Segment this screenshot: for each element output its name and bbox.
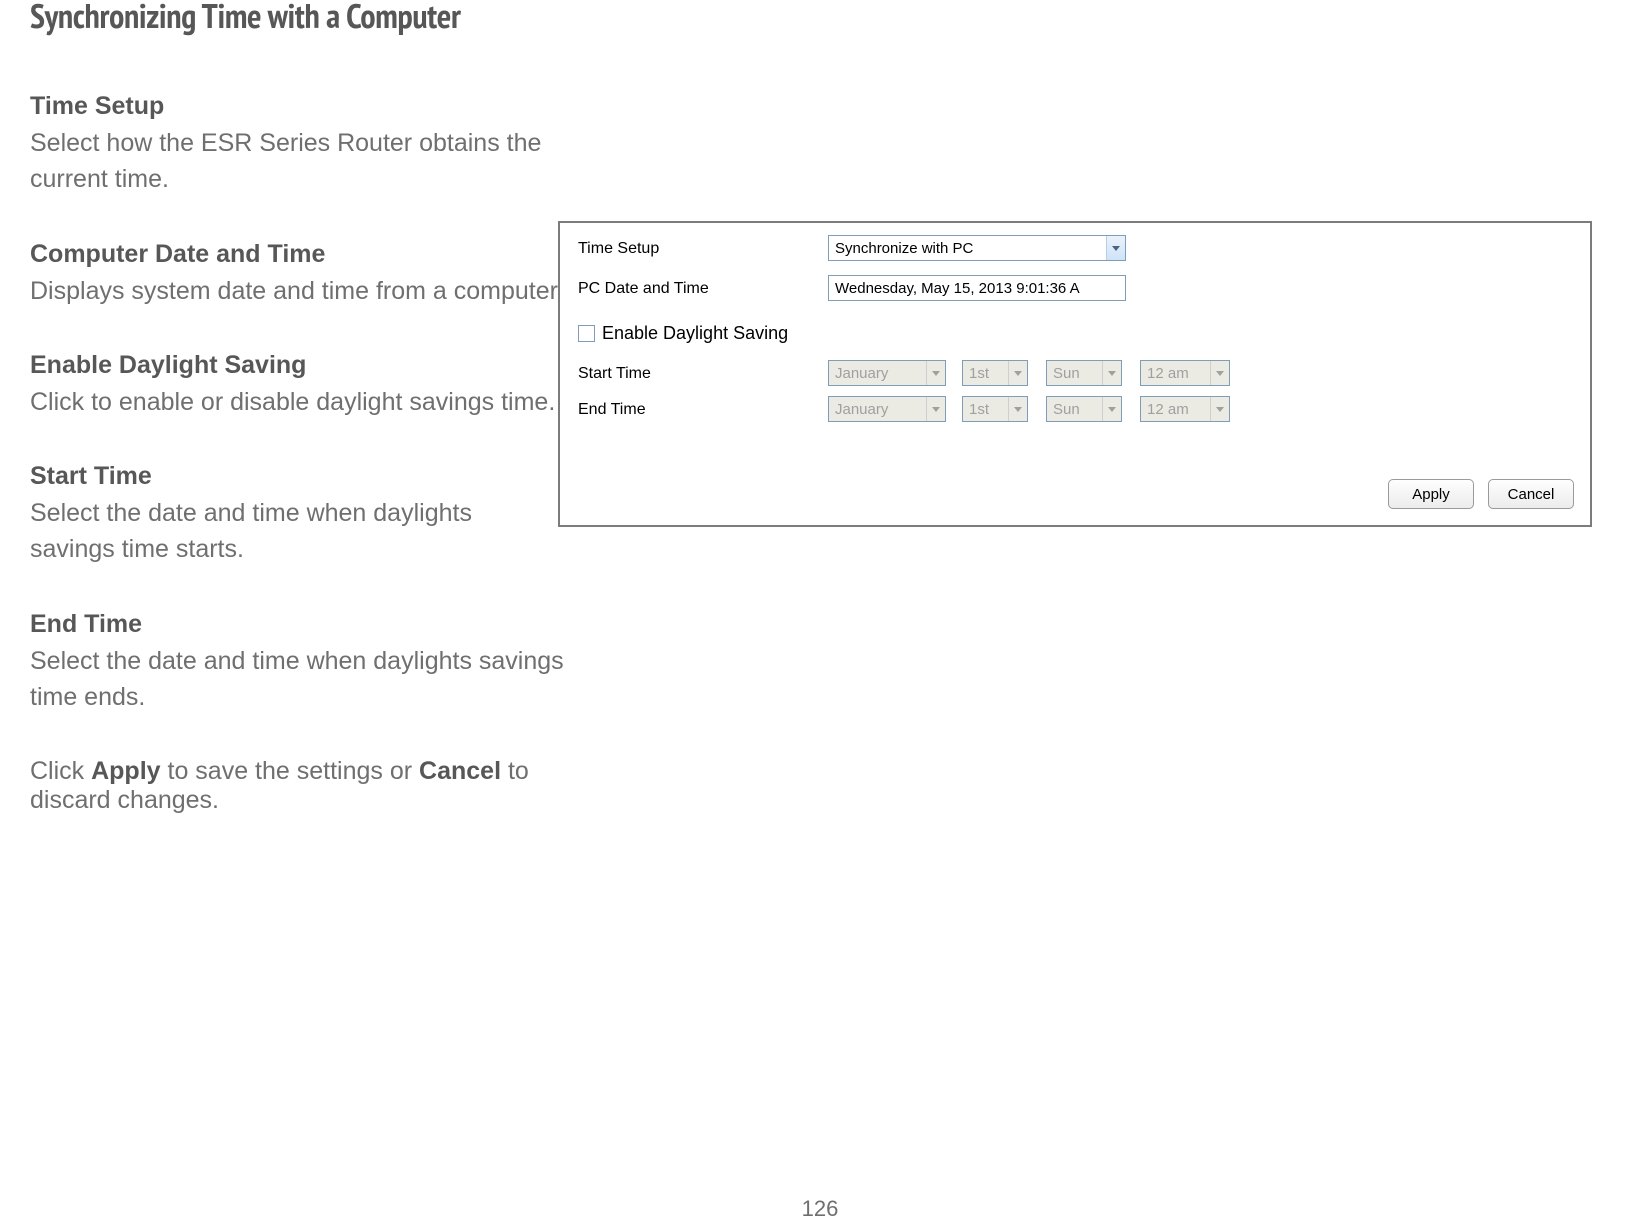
time-setup-select[interactable]: Synchronize with PC [828,235,1126,261]
page-title: Synchronizing Time with a Computer [30,0,1610,38]
section-body-end-time: Select the date and time when daylights … [30,643,580,716]
footer-apply-word: Apply [91,757,160,785]
chevron-down-icon [1210,361,1229,385]
section-body-enable-ds: Click to enable or disable daylight savi… [30,384,580,420]
footer-instruction: Click Apply to save the settings or Canc… [30,757,580,815]
footer-cancel-word: Cancel [419,757,501,785]
start-hour-value: 12 am [1141,365,1210,382]
footer-pre: Click [30,757,91,785]
pc-date-time-field[interactable]: Wednesday, May 15, 2013 9:01:36 A [828,275,1126,301]
end-week-value: 1st [963,401,1008,418]
time-settings-panel: Time Setup Synchronize with PC PC Date a… [558,221,1592,527]
section-body-time-setup: Select how the ESR Series Router obtains… [30,125,580,198]
chevron-down-icon [926,361,945,385]
label-pc-date-time: PC Date and Time [578,280,709,298]
end-month-select[interactable]: January [828,396,946,422]
label-time-setup: Time Setup [578,240,659,258]
start-hour-select[interactable]: 12 am [1140,360,1230,386]
cancel-button[interactable]: Cancel [1488,479,1574,509]
section-title-time-setup: Time Setup [30,92,580,121]
start-day-value: Sun [1047,365,1102,382]
pc-date-time-value: Wednesday, May 15, 2013 9:01:36 A [835,280,1080,297]
enable-daylight-label: Enable Daylight Saving [602,323,788,344]
end-hour-select[interactable]: 12 am [1140,396,1230,422]
start-month-value: January [829,365,926,382]
label-start-time: Start Time [578,365,651,383]
page-number: 126 [0,1196,1640,1222]
chevron-down-icon [1102,361,1121,385]
apply-button[interactable]: Apply [1388,479,1474,509]
chevron-down-icon [1008,361,1027,385]
section-title-computer-dt: Computer Date and Time [30,240,580,269]
section-title-start-time: Start Time [30,462,580,491]
enable-daylight-checkbox[interactable] [578,325,595,342]
chevron-down-icon [926,397,945,421]
start-week-value: 1st [963,365,1008,382]
section-body-computer-dt: Displays system date and time from a com… [30,273,580,309]
chevron-down-icon [1106,236,1125,260]
start-month-select[interactable]: January [828,360,946,386]
section-body-start-time: Select the date and time when daylights … [30,495,545,568]
chevron-down-icon [1008,397,1027,421]
section-title-enable-ds: Enable Daylight Saving [30,351,580,380]
end-month-value: January [829,401,926,418]
footer-mid: to save the settings or [161,757,419,785]
time-setup-select-value: Synchronize with PC [829,240,1106,257]
end-day-value: Sun [1047,401,1102,418]
end-day-select[interactable]: Sun [1046,396,1122,422]
start-day-select[interactable]: Sun [1046,360,1122,386]
chevron-down-icon [1210,397,1229,421]
chevron-down-icon [1102,397,1121,421]
end-week-select[interactable]: 1st [962,396,1028,422]
label-end-time: End Time [578,401,646,419]
end-hour-value: 12 am [1141,401,1210,418]
start-week-select[interactable]: 1st [962,360,1028,386]
section-title-end-time: End Time [30,610,580,639]
